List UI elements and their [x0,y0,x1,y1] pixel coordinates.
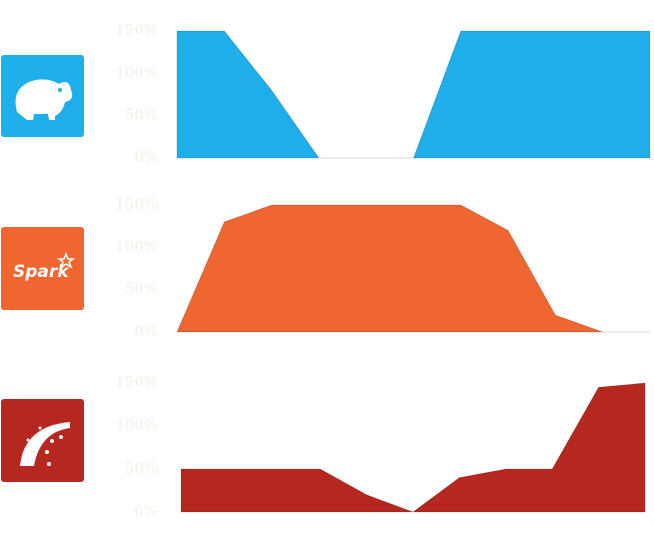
logo-rails [1,399,84,482]
y-tick-label: 100% [115,63,158,81]
logo-spark: Spark [1,227,84,310]
logo-hadoop [1,55,84,137]
y-tick-label: 100% [115,416,158,434]
y-tick-label: 150% [115,195,158,213]
y-tick-label: 50% [125,106,158,124]
area [176,204,650,333]
y-tick-label: 150% [115,373,158,391]
y-tick-label: 150% [115,21,158,39]
y-tick-label: 100% [115,237,158,255]
logo-text: Spark [13,262,70,282]
y-tick-label: 50% [125,280,158,298]
area [176,30,651,159]
y-tick-label: 0% [134,502,158,520]
y-tick-label: 50% [125,459,158,477]
area [180,382,646,513]
y-tick-label: 0% [134,322,158,340]
y-tick-label: 0% [134,148,158,166]
